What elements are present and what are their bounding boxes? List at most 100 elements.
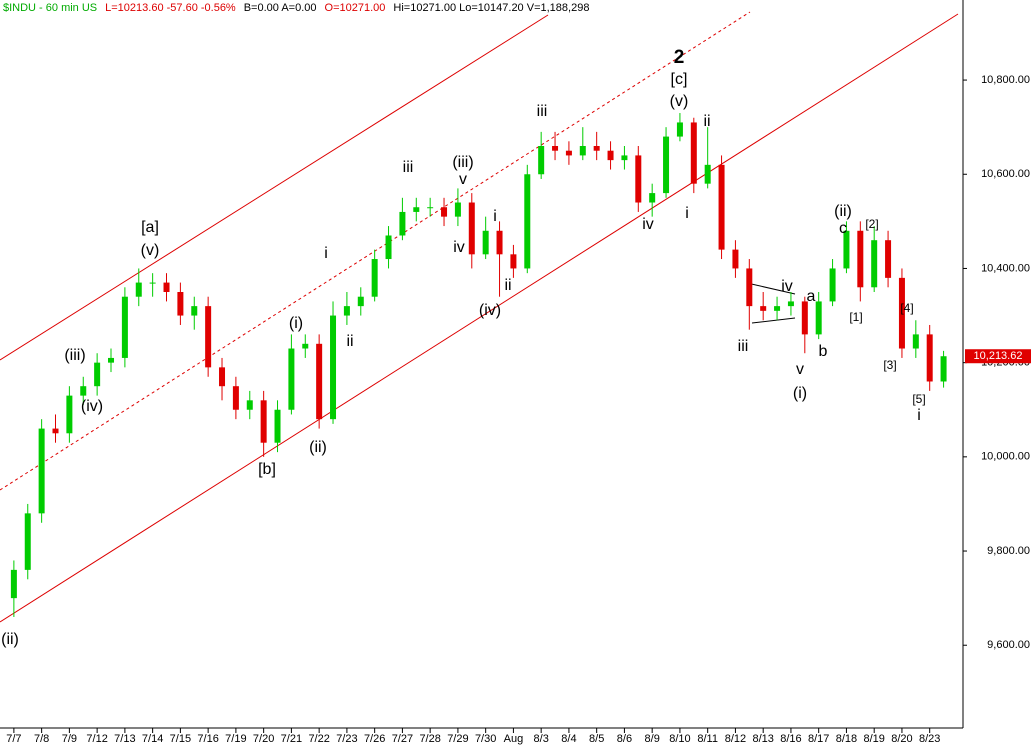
candle-body bbox=[343, 306, 350, 316]
wave-label: (i) bbox=[793, 385, 807, 402]
header-item: L=10213.60 -57.60 -0.56% bbox=[105, 2, 236, 14]
candle-body bbox=[649, 193, 656, 203]
candle-body bbox=[427, 207, 434, 209]
candle-body bbox=[676, 122, 683, 137]
wave-label: (ii) bbox=[1, 631, 19, 648]
x-tick-label: 7/29 bbox=[447, 733, 468, 745]
x-tick-label: Aug bbox=[504, 733, 524, 745]
x-tick-label: 8/9 bbox=[645, 733, 660, 745]
x-tick-label: 8/6 bbox=[617, 733, 632, 745]
candle-body bbox=[482, 230, 489, 255]
wave-label: i bbox=[685, 205, 689, 222]
triangle-line bbox=[746, 282, 796, 295]
wave-label: v bbox=[796, 361, 804, 378]
candle-body bbox=[108, 357, 115, 363]
candle-body bbox=[177, 292, 184, 316]
wave-label: iii bbox=[537, 103, 548, 120]
x-tick-label: 8/3 bbox=[534, 733, 549, 745]
x-tick-label: 8/12 bbox=[725, 733, 746, 745]
candle-body bbox=[496, 230, 503, 255]
candle-body bbox=[454, 202, 461, 217]
candle-body bbox=[302, 343, 309, 349]
candle-body bbox=[690, 122, 697, 184]
x-tick-label: 7/23 bbox=[336, 733, 357, 745]
candle-body bbox=[10, 569, 17, 599]
candle-body bbox=[760, 306, 767, 311]
x-tick-label: 7/28 bbox=[419, 733, 440, 745]
candle-body bbox=[579, 146, 586, 156]
x-tick-label: 8/13 bbox=[752, 733, 773, 745]
x-tick-label: 7/30 bbox=[475, 733, 496, 745]
candle-body bbox=[399, 211, 406, 236]
wave-label: iii bbox=[403, 159, 414, 176]
wave-label: (iii) bbox=[452, 154, 473, 171]
x-tick-label: 8/11 bbox=[697, 733, 718, 745]
wave-label: [a] bbox=[141, 219, 159, 236]
x-tick-label: 8/4 bbox=[561, 733, 576, 745]
wave-label: 2 bbox=[674, 47, 685, 68]
candle-body bbox=[121, 296, 128, 358]
candle-body bbox=[413, 207, 420, 212]
candle-body bbox=[38, 428, 45, 514]
wave-label: iii bbox=[738, 338, 749, 355]
x-tick-label: 8/18 bbox=[836, 733, 857, 745]
x-tick-label: 8/23 bbox=[919, 733, 940, 745]
x-tick-label: 8/17 bbox=[808, 733, 829, 745]
wave-label: i bbox=[324, 245, 328, 262]
y-tick-label: 10,600.00 bbox=[981, 168, 1030, 180]
last-price-label: 10,213.62 bbox=[974, 350, 1023, 362]
wave-label: v bbox=[459, 171, 467, 188]
candle-body bbox=[663, 136, 670, 194]
candle-body bbox=[940, 356, 947, 382]
candle-body bbox=[885, 240, 892, 278]
candle-body bbox=[718, 164, 725, 250]
wave-label: (i) bbox=[289, 315, 303, 332]
candle-body bbox=[205, 306, 212, 368]
candle-body bbox=[538, 146, 545, 175]
wave-label: i bbox=[917, 407, 921, 424]
wave-label: [5] bbox=[912, 392, 925, 406]
channel-upper bbox=[0, 14, 549, 361]
wave-label: (v) bbox=[670, 93, 689, 110]
wave-label: (iii) bbox=[64, 347, 85, 364]
wave-label: ii bbox=[504, 277, 511, 294]
x-tick-label: 8/16 bbox=[780, 733, 801, 745]
header-item: $INDU - 60 min US bbox=[3, 2, 97, 14]
candle-body bbox=[66, 395, 73, 434]
x-tick-label: 7/8 bbox=[34, 733, 49, 745]
y-tick-label: 10,800.00 bbox=[981, 74, 1030, 86]
candle-body bbox=[219, 367, 226, 387]
x-tick-label: 7/15 bbox=[170, 733, 191, 745]
candle-body bbox=[524, 174, 531, 269]
x-tick-label: 7/14 bbox=[142, 733, 163, 745]
candle-body bbox=[815, 301, 822, 335]
candle-body bbox=[94, 362, 101, 387]
wave-label: ii bbox=[703, 113, 710, 130]
candle-body bbox=[843, 230, 850, 269]
x-tick-label: 8/5 bbox=[589, 733, 604, 745]
wave-label: iv bbox=[642, 216, 654, 233]
x-tick-label: 8/19 bbox=[863, 733, 884, 745]
candle-body bbox=[635, 155, 642, 203]
x-tick-label: 8/20 bbox=[891, 733, 912, 745]
candle-body bbox=[621, 155, 628, 161]
candle-body bbox=[274, 409, 281, 443]
x-tick-label: 7/13 bbox=[114, 733, 135, 745]
wave-label: [3] bbox=[883, 358, 896, 372]
candle-body bbox=[385, 235, 392, 260]
wave-label: (iv) bbox=[81, 398, 103, 415]
wave-label: i bbox=[493, 208, 497, 225]
candle-body bbox=[926, 334, 933, 382]
wave-label: (v) bbox=[141, 242, 160, 259]
wave-label: c bbox=[839, 220, 847, 237]
wave-label: (iv) bbox=[479, 302, 501, 319]
x-tick-label: 7/9 bbox=[62, 733, 77, 745]
candle-body bbox=[829, 268, 836, 302]
triangle-line bbox=[751, 317, 796, 324]
header-item: Hi=10271.00 Lo=10147.20 V=1,188,298 bbox=[393, 2, 589, 14]
candle-body bbox=[316, 343, 323, 420]
candle-body bbox=[468, 202, 475, 255]
x-tick-label: 7/16 bbox=[197, 733, 218, 745]
candle-body bbox=[80, 386, 87, 396]
